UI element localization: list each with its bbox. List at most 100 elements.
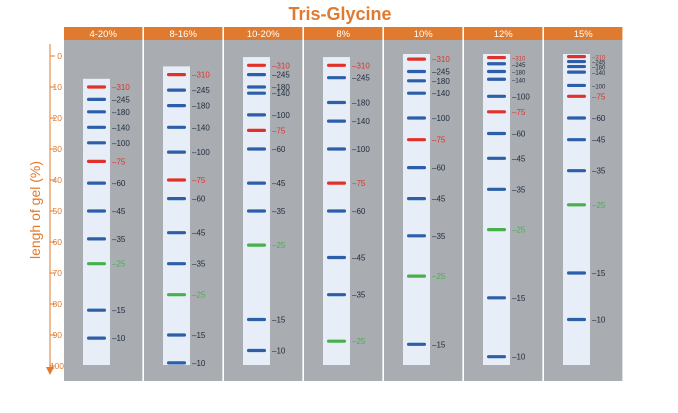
marker-band: [487, 355, 506, 359]
lane-header-label: 12%: [494, 29, 514, 40]
marker-band: [247, 317, 266, 322]
lane-header-label: 4-20%: [89, 29, 117, 40]
marker-band: [327, 100, 346, 105]
lane-header-label: 10-20%: [247, 29, 280, 40]
lane-header-label: 15%: [574, 29, 594, 40]
marker-label: –140: [192, 123, 210, 132]
marker-band: [167, 104, 186, 108]
marker-label: –45: [432, 195, 446, 204]
marker-label: –75: [272, 126, 286, 135]
lane-header: [224, 27, 303, 40]
marker-label: –75: [352, 179, 366, 188]
marker-band: [487, 187, 506, 191]
marker-label: –25: [112, 260, 126, 269]
marker-band: [567, 138, 586, 142]
marker-band: [327, 293, 346, 297]
marker-label: –60: [192, 195, 206, 204]
marker-band: [567, 59, 586, 64]
lane-header-label: 8-16%: [169, 29, 197, 40]
marker-label: –180: [512, 71, 526, 77]
lane-header: [464, 27, 543, 40]
marker-band: [487, 296, 506, 300]
marker-label: –10: [592, 316, 606, 325]
gel-strip: [83, 78, 110, 366]
y-axis-label: lengh of gel (%): [27, 161, 43, 259]
gel-strip: [403, 54, 430, 365]
marker-band: [87, 110, 106, 114]
marker-label: –35: [352, 291, 366, 300]
marker-band: [407, 116, 426, 120]
gel-strip: [163, 66, 190, 366]
marker-band: [327, 181, 346, 185]
marker-label: –75: [192, 176, 206, 185]
marker-band: [247, 73, 266, 77]
marker-band: [87, 237, 106, 241]
gel-lane: 10% –310 –245–180 –140 –100 –75 –60 –45 –35 –25 –1…: [384, 27, 463, 381]
marker-label: –310: [192, 71, 210, 80]
marker-label: –10: [272, 347, 286, 356]
lane-header-label: 10%: [414, 29, 434, 40]
marker-label: –180: [112, 108, 130, 117]
marker-band: [247, 147, 266, 151]
lane-header: [384, 27, 463, 40]
marker-label: –310: [592, 56, 606, 62]
marker-label: –245: [112, 95, 130, 104]
marker-label: –245: [192, 86, 210, 95]
y-tick-label: 30: [53, 144, 63, 154]
marker-label: –140: [592, 71, 606, 77]
marker-band: [487, 77, 506, 81]
marker-band: [247, 348, 266, 353]
marker-label: –310: [272, 61, 290, 70]
marker-label: –140: [432, 89, 450, 98]
marker-label: –10: [192, 359, 206, 368]
marker-band: [167, 73, 186, 77]
marker-band: [567, 94, 586, 98]
marker-label: –35: [192, 260, 206, 269]
marker-label: –100: [592, 84, 606, 90]
marker-label: –60: [272, 145, 286, 154]
y-tick-label: 10: [53, 82, 63, 92]
marker-band: [247, 113, 266, 117]
marker-label: –140: [272, 89, 290, 98]
marker-band: [407, 91, 426, 95]
marker-band: [567, 169, 586, 173]
marker-band: [87, 97, 106, 101]
y-tick-label: 20: [53, 113, 63, 123]
marker-band: [567, 317, 586, 322]
marker-band: [327, 339, 346, 343]
marker-band: [487, 62, 506, 66]
marker-band: [87, 141, 106, 145]
gel-lane: 10-20% –310–245 –180–140 –100 –75 –60 –45 –35 –2…: [224, 27, 303, 381]
marker-band: [167, 333, 186, 337]
marker-band: [167, 88, 186, 92]
marker-band: [87, 262, 106, 266]
marker-band: [567, 70, 586, 74]
marker-band: [87, 336, 106, 340]
marker-label: –15: [512, 294, 526, 303]
marker-label: –100: [192, 148, 210, 157]
marker-band: [247, 128, 266, 132]
marker-band: [487, 228, 506, 232]
marker-label: –60: [512, 130, 526, 139]
marker-band: [167, 231, 186, 235]
marker-band: [327, 63, 346, 67]
marker-band: [87, 125, 106, 129]
marker-label: –60: [432, 164, 446, 173]
gel-lane: 8% –310 –245 –180 –140 –100 –75 –60 –45 –35 –25: [304, 27, 383, 381]
marker-band: [247, 209, 266, 213]
marker-label: –15: [192, 331, 206, 340]
marker-band: [327, 255, 346, 260]
marker-label: –245: [352, 74, 370, 83]
marker-band: [407, 274, 426, 278]
y-axis: 0 10 20 30 40 50 60 70 80 90 100: [46, 44, 64, 375]
marker-band: [407, 69, 426, 74]
marker-label: –25: [432, 272, 446, 281]
marker-band: [567, 64, 586, 69]
marker-band: [167, 262, 186, 266]
marker-label: –35: [512, 185, 526, 194]
marker-label: –75: [592, 92, 606, 101]
gel-lane: 15% –310–245–180–140 –100 –75 –60 –45 –35 –25 –1…: [544, 27, 623, 381]
marker-band: [567, 203, 586, 207]
marker-band: [487, 69, 506, 74]
marker-band: [487, 131, 506, 136]
